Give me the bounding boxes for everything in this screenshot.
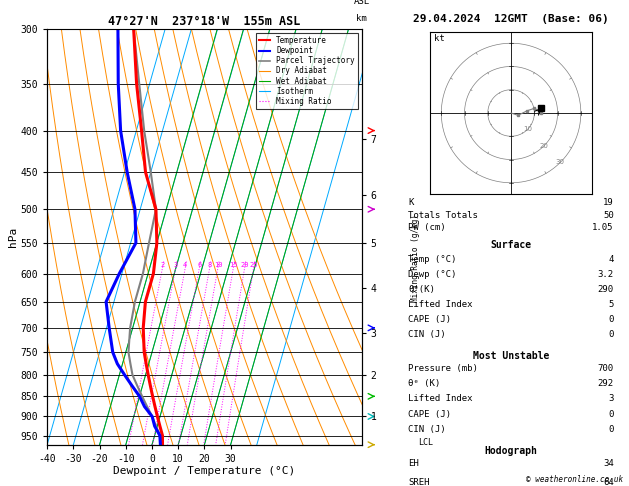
Text: 64: 64 xyxy=(603,478,614,486)
Text: 292: 292 xyxy=(598,380,614,388)
Text: Pressure (mb): Pressure (mb) xyxy=(408,364,478,373)
Text: 10: 10 xyxy=(214,261,222,268)
Text: 3.2: 3.2 xyxy=(598,270,614,279)
Text: 4: 4 xyxy=(608,255,614,264)
Text: 0: 0 xyxy=(608,315,614,324)
Text: CAPE (J): CAPE (J) xyxy=(408,410,452,418)
Text: 0: 0 xyxy=(608,425,614,434)
Text: 0: 0 xyxy=(608,330,614,339)
Text: 20: 20 xyxy=(539,142,548,149)
Text: 2: 2 xyxy=(160,261,165,268)
Text: © weatheronline.co.uk: © weatheronline.co.uk xyxy=(526,474,623,484)
Text: 8: 8 xyxy=(208,261,212,268)
Text: km: km xyxy=(356,14,367,23)
Text: EH: EH xyxy=(408,459,419,469)
Text: 0: 0 xyxy=(608,410,614,418)
Text: CAPE (J): CAPE (J) xyxy=(408,315,452,324)
Legend: Temperature, Dewpoint, Parcel Trajectory, Dry Adiabat, Wet Adiabat, Isotherm, Mi: Temperature, Dewpoint, Parcel Trajectory… xyxy=(255,33,358,109)
Text: 700: 700 xyxy=(598,364,614,373)
Text: θᵉ(K): θᵉ(K) xyxy=(408,285,435,294)
Text: Lifted Index: Lifted Index xyxy=(408,395,473,403)
Text: Temp (°C): Temp (°C) xyxy=(408,255,457,264)
Text: CIN (J): CIN (J) xyxy=(408,330,446,339)
Text: Dewp (°C): Dewp (°C) xyxy=(408,270,457,279)
Text: K: K xyxy=(408,198,414,207)
Text: Most Unstable: Most Unstable xyxy=(473,351,549,361)
Text: 34: 34 xyxy=(603,459,614,469)
Text: LCL: LCL xyxy=(418,438,433,448)
Text: Lifted Index: Lifted Index xyxy=(408,300,473,309)
Text: 19: 19 xyxy=(603,198,614,207)
Text: 20: 20 xyxy=(240,261,249,268)
Title: 47°27'N  237°18'W  155m ASL: 47°27'N 237°18'W 155m ASL xyxy=(108,15,301,28)
Text: 25: 25 xyxy=(249,261,258,268)
Text: Hodograph: Hodograph xyxy=(484,446,538,456)
Text: ASL: ASL xyxy=(353,0,370,6)
Text: 30: 30 xyxy=(555,159,564,165)
X-axis label: Dewpoint / Temperature (°C): Dewpoint / Temperature (°C) xyxy=(113,467,296,476)
Text: θᵉ (K): θᵉ (K) xyxy=(408,380,440,388)
Text: kt: kt xyxy=(434,34,445,43)
Text: 5: 5 xyxy=(608,300,614,309)
Text: PW (cm): PW (cm) xyxy=(408,223,446,232)
Text: 10: 10 xyxy=(523,126,532,132)
Text: hPa: hPa xyxy=(8,227,18,247)
Text: 29.04.2024  12GMT  (Base: 06): 29.04.2024 12GMT (Base: 06) xyxy=(413,15,609,24)
Text: CIN (J): CIN (J) xyxy=(408,425,446,434)
Text: Totals Totals: Totals Totals xyxy=(408,210,478,220)
Text: Mixing Ratio (g/kg): Mixing Ratio (g/kg) xyxy=(411,214,420,302)
Text: 50: 50 xyxy=(603,210,614,220)
Text: 6: 6 xyxy=(198,261,201,268)
Text: Surface: Surface xyxy=(491,240,532,250)
Text: 1.05: 1.05 xyxy=(593,223,614,232)
Text: SREH: SREH xyxy=(408,478,430,486)
Text: 3: 3 xyxy=(608,395,614,403)
Text: 290: 290 xyxy=(598,285,614,294)
Text: 3: 3 xyxy=(174,261,178,268)
Text: 15: 15 xyxy=(229,261,238,268)
Text: 4: 4 xyxy=(183,261,187,268)
